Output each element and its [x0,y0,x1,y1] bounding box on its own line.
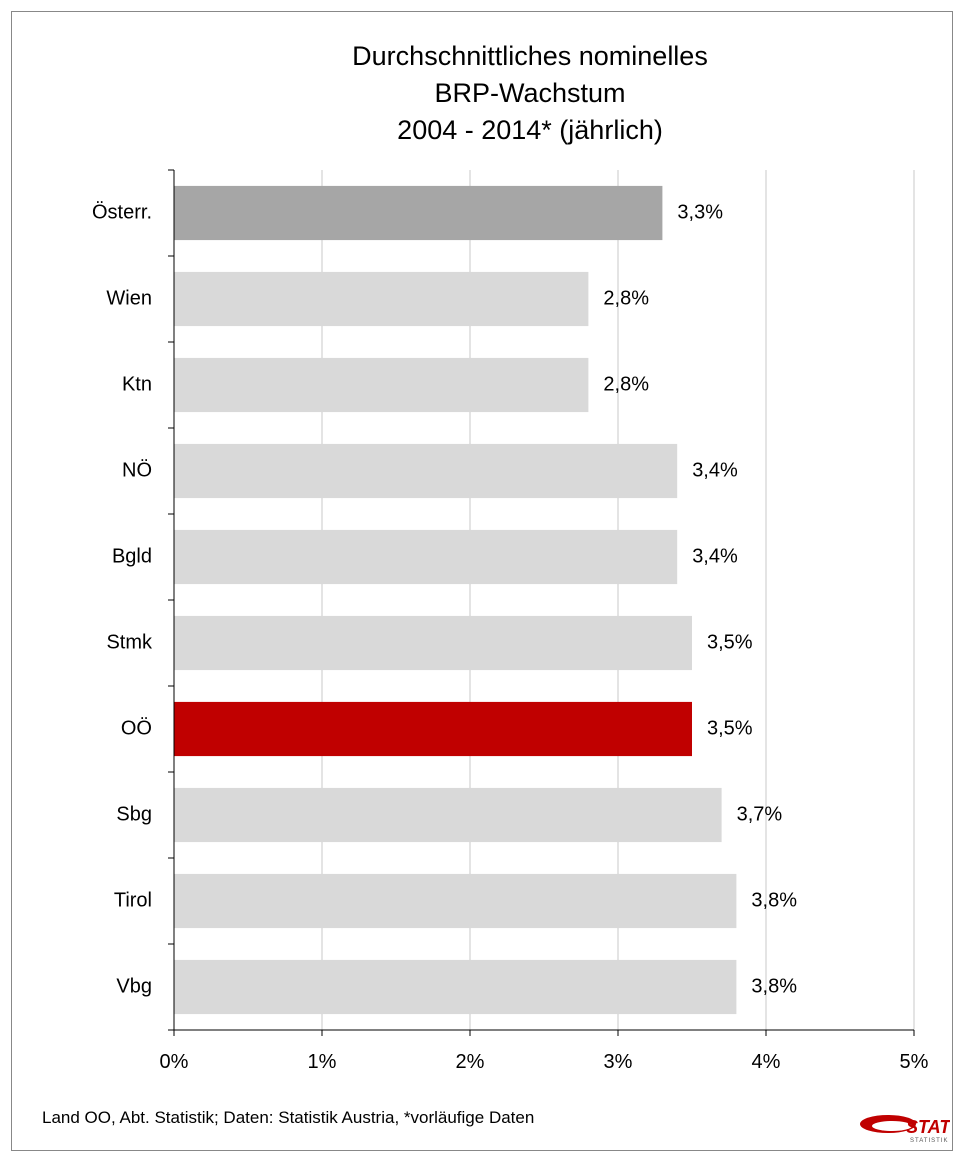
category-label: Stmk [106,631,153,653]
category-label: Vbg [116,975,152,997]
x-tick-label: 3% [604,1051,633,1073]
bar [174,701,692,757]
x-tick-label: 1% [308,1051,337,1073]
category-label: NÖ [122,459,152,481]
bar [174,271,589,327]
x-tick-label: 4% [752,1051,781,1073]
bar [174,615,692,671]
title-line-1: Durchschnittliches nominelles [352,41,708,71]
bar [174,443,678,499]
x-tick-label: 0% [160,1051,189,1073]
stat-logo: STAT STATISTIK OÖ [860,1115,950,1144]
chart-frame [11,11,953,1151]
bar [174,873,737,929]
data-label: 3,5% [707,631,753,653]
data-label: 2,8% [603,287,649,309]
category-label: OÖ [121,717,152,739]
chart-title: Durchschnittliches nominelles BRP-Wachst… [300,38,760,149]
data-label: 3,4% [692,545,738,567]
data-label: 3,3% [677,201,723,223]
logo-swoosh-inner [872,1121,912,1131]
data-label: 3,4% [692,459,738,481]
data-label: 3,5% [707,717,753,739]
data-label: 3,8% [751,975,797,997]
x-tick-label: 2% [456,1051,485,1073]
title-line-3: 2004 - 2014* (jährlich) [397,115,663,145]
bar [174,529,678,585]
logo-text: STAT [906,1117,950,1137]
data-label: 3,7% [737,803,783,825]
category-label: Tirol [114,889,152,911]
bar [174,787,722,843]
logo-subtext: STATISTIK OÖ [910,1137,950,1144]
bar [174,357,589,413]
x-tick-label: 5% [900,1051,929,1073]
source-note: Land OO, Abt. Statistik; Daten: Statisti… [42,1108,535,1127]
data-label: 3,8% [751,889,797,911]
category-label: Bgld [112,545,152,567]
bar [174,185,663,241]
title-line-2: BRP-Wachstum [434,78,626,108]
category-label: Österr. [92,201,152,223]
bar [174,959,737,1015]
category-label: Ktn [122,373,152,395]
category-label: Wien [106,287,152,309]
data-label: 2,8% [603,373,649,395]
category-label: Sbg [116,803,152,825]
